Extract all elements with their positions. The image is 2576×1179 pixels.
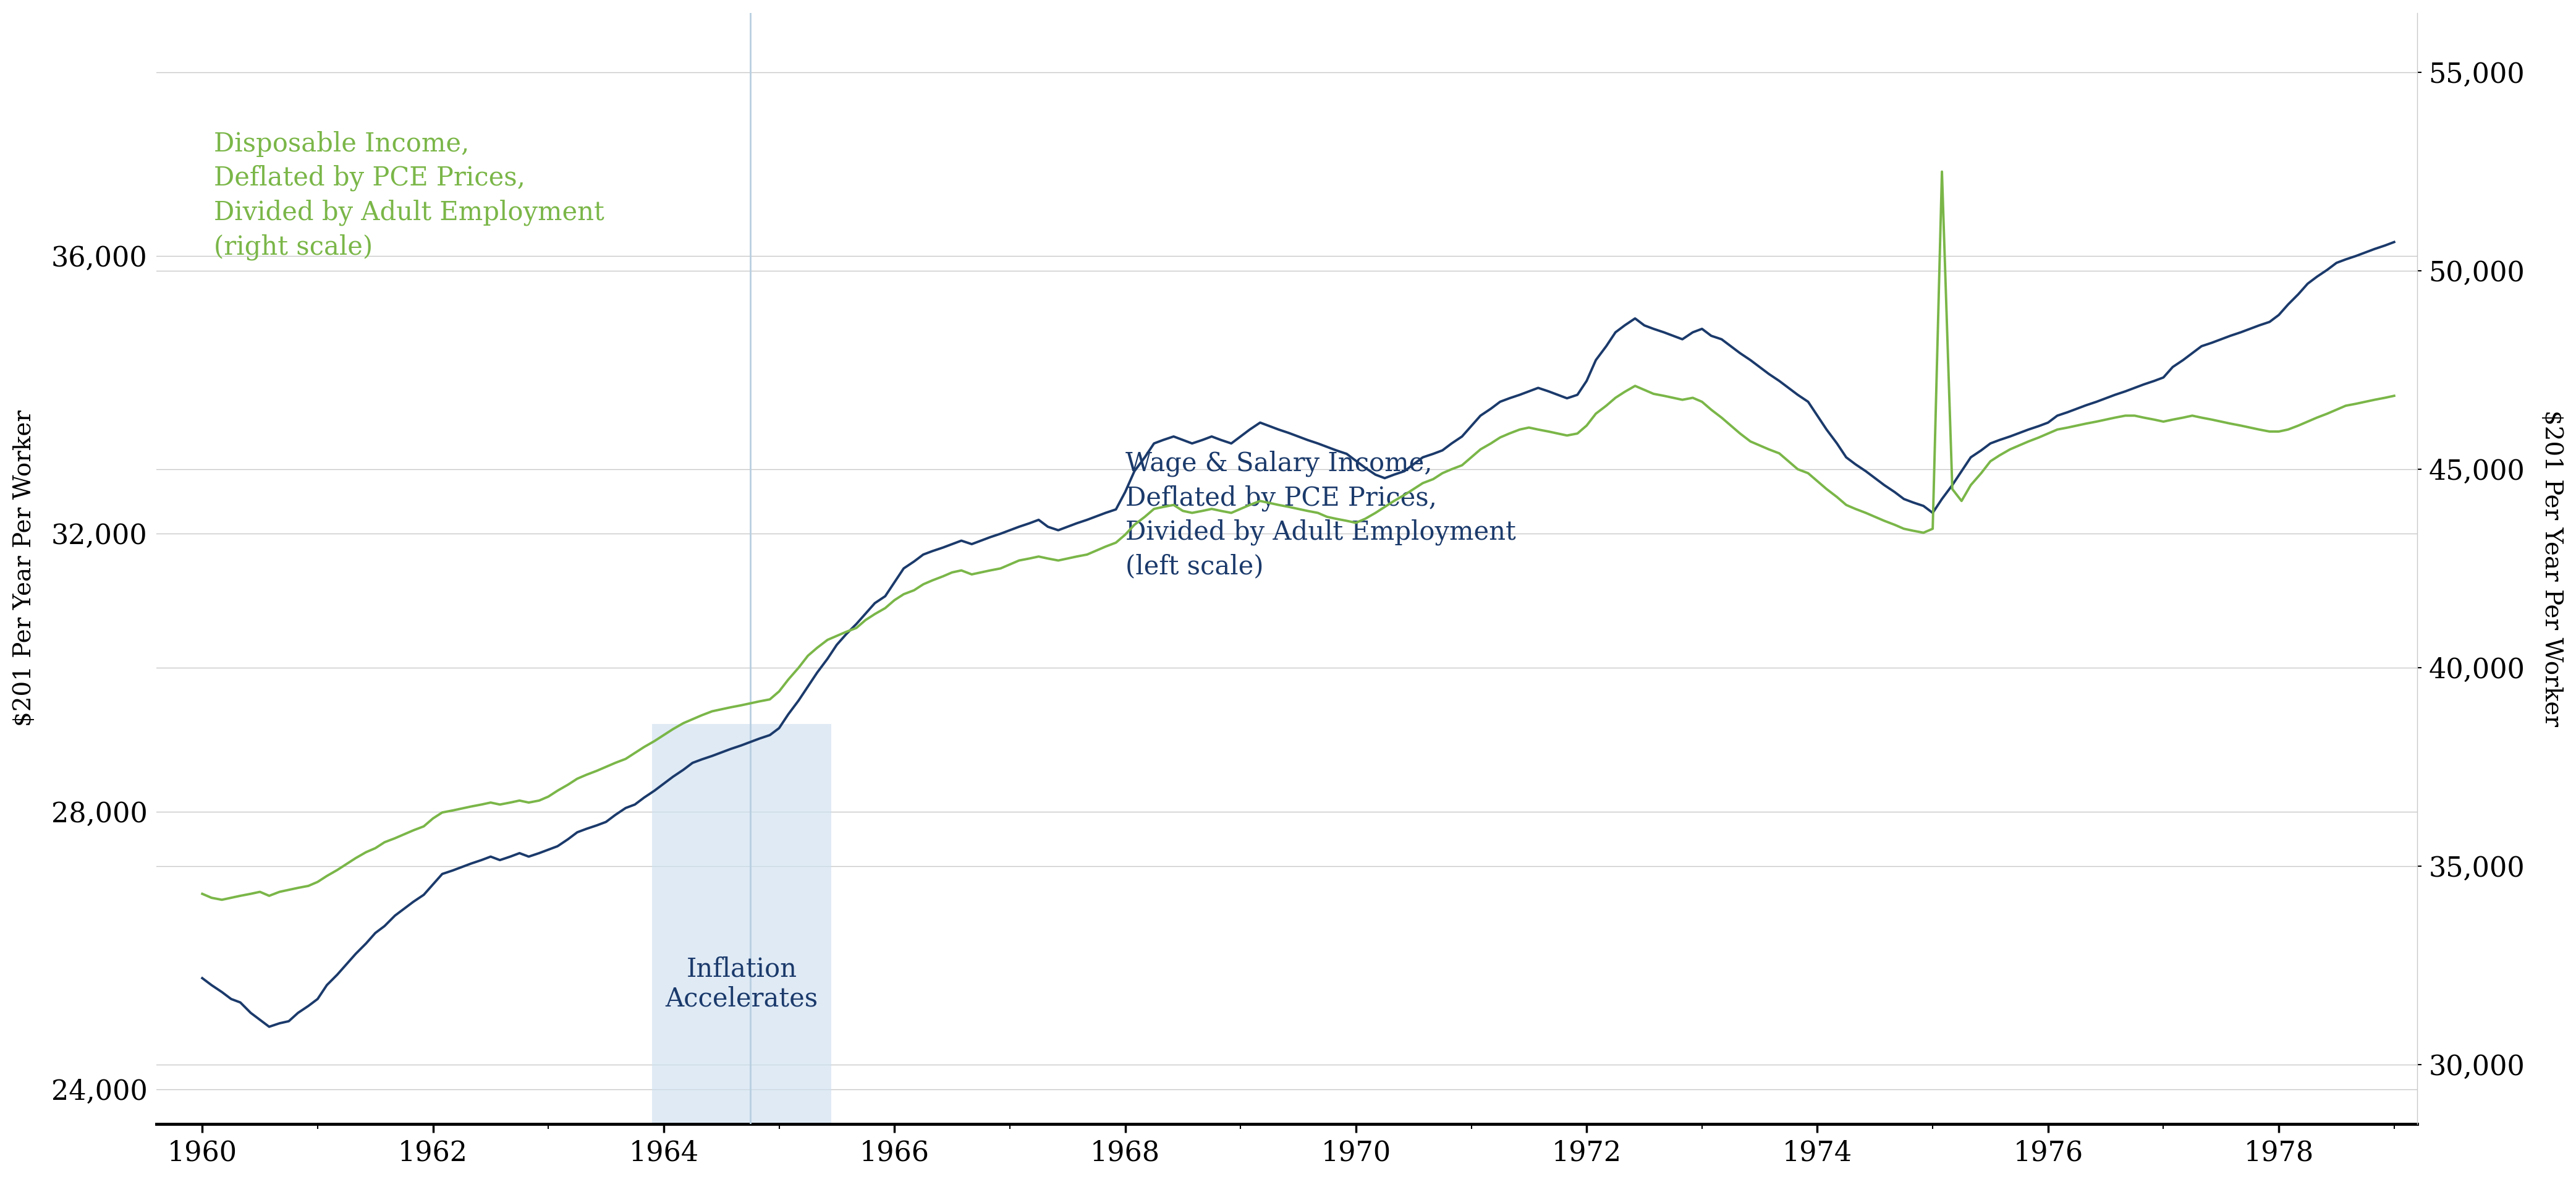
- Y-axis label: $201 Per Year Per Worker: $201 Per Year Per Worker: [13, 410, 36, 726]
- Text: Inflation
Accelerates: Inflation Accelerates: [665, 956, 819, 1012]
- Text: Wage & Salary Income,
Deflated by PCE Prices,
Divided by Adult Employment
(left : Wage & Salary Income, Deflated by PCE Pr…: [1126, 450, 1515, 580]
- Y-axis label: $201 Per Year Per Worker: $201 Per Year Per Worker: [2540, 410, 2563, 726]
- Bar: [652, 724, 832, 1124]
- Text: Disposable Income,
Deflated by PCE Prices,
Divided by Adult Employment
(right sc: Disposable Income, Deflated by PCE Price…: [214, 131, 605, 261]
